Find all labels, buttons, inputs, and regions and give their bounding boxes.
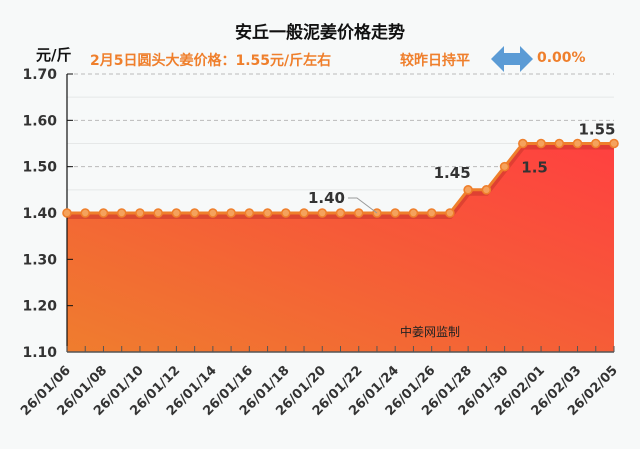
data-point-marker bbox=[153, 208, 163, 218]
data-point-marker bbox=[299, 208, 309, 218]
data-label: 1.55 bbox=[578, 121, 615, 139]
y-axis-unit-label: 元/斤 bbox=[36, 46, 72, 64]
y-tick-label: 1.50 bbox=[22, 160, 57, 176]
data-label: 1.40 bbox=[308, 189, 345, 207]
left-right-arrow-icon bbox=[491, 46, 533, 72]
chart-title: 安丘一般泥姜价格走势 bbox=[235, 23, 405, 43]
data-point-marker bbox=[80, 208, 91, 218]
data-point-marker bbox=[536, 138, 546, 149]
price-line-series bbox=[62, 138, 619, 218]
data-point-marker bbox=[499, 161, 510, 172]
data-point-marker bbox=[481, 185, 492, 195]
y-tick-label: 1.10 bbox=[22, 345, 57, 361]
data-point-marker bbox=[463, 185, 473, 195]
data-point-marker bbox=[353, 208, 364, 218]
data-point-marker bbox=[171, 208, 182, 218]
data-label: 1.45 bbox=[434, 164, 471, 182]
data-point-marker bbox=[335, 208, 346, 218]
data-point-marker bbox=[408, 208, 419, 218]
y-tick-label: 1.70 bbox=[22, 67, 57, 83]
data-point-marker bbox=[262, 208, 273, 218]
y-tick-label: 1.60 bbox=[22, 113, 57, 129]
data-point-marker bbox=[518, 138, 528, 149]
data-point-marker bbox=[445, 208, 455, 218]
data-point-marker bbox=[116, 208, 127, 218]
y-tick-label: 1.40 bbox=[22, 206, 57, 222]
data-point-marker bbox=[317, 208, 328, 218]
data-point-marker bbox=[226, 208, 236, 218]
y-tick-label: 1.20 bbox=[22, 299, 57, 315]
data-point-marker bbox=[609, 138, 619, 149]
y-tick-label: 1.30 bbox=[22, 252, 57, 268]
data-point-marker bbox=[590, 138, 601, 149]
data-point-marker bbox=[390, 208, 401, 218]
data-point-marker bbox=[280, 208, 291, 218]
data-point-marker bbox=[208, 208, 218, 218]
data-point-marker bbox=[62, 208, 72, 218]
watermark: 中姜网监制 bbox=[400, 324, 460, 339]
data-point-marker bbox=[98, 208, 109, 218]
change-percent: 0.00% bbox=[537, 50, 586, 66]
change-status: 较昨日持平 bbox=[400, 53, 470, 69]
data-label: 1.5 bbox=[521, 159, 548, 177]
data-point-marker bbox=[244, 208, 255, 218]
data-point-marker bbox=[554, 138, 565, 149]
leader-line bbox=[347, 197, 378, 214]
data-point-marker bbox=[426, 208, 437, 218]
data-point-marker bbox=[572, 138, 583, 149]
data-labels: 1.40 1.45 1.5 1.55 bbox=[308, 121, 616, 214]
data-point-marker bbox=[189, 208, 200, 218]
data-point-marker bbox=[135, 208, 145, 218]
price-headline: 2月5日圆头大姜价格：1.55元/斤左右 bbox=[90, 53, 332, 69]
